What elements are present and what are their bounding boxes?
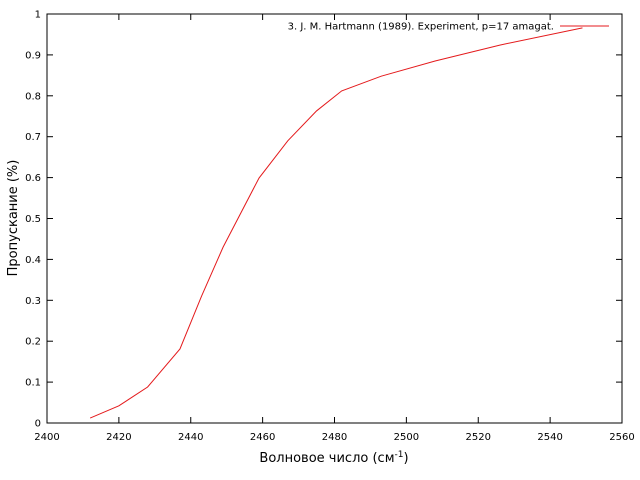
x-tick-label: 2500: [394, 432, 419, 443]
x-tick-label: 2480: [322, 432, 347, 443]
y-tick-label: 0.8: [25, 91, 41, 102]
y-tick-label: 0.2: [25, 337, 41, 348]
x-label-sup: -1: [395, 450, 404, 460]
x-tick-label: 2520: [466, 432, 491, 443]
y-tick-label: 0.9: [25, 50, 41, 61]
x-axis-label: Волновое число (см-1): [259, 450, 408, 466]
y-tick-label: 1: [35, 10, 41, 21]
x-tick-label: 2560: [609, 432, 634, 443]
x-tick-label: 2460: [250, 432, 275, 443]
y-tick-label: 0.6: [25, 173, 41, 184]
x-label-end: ): [403, 451, 408, 466]
x-tick-label: 2440: [178, 432, 203, 443]
y-tick-label: 0.1: [25, 378, 41, 389]
plot-frame: [46, 13, 623, 424]
x-label-text: Волновое число (см: [259, 451, 394, 466]
x-tick-label: 2540: [537, 432, 562, 443]
x-tick-label: 2420: [106, 432, 131, 443]
y-tick-label: 0.5: [25, 214, 41, 225]
y-tick-label: 0.3: [25, 296, 41, 307]
y-tick-label: 0: [35, 419, 41, 430]
y-tick-label: 0.7: [25, 132, 41, 143]
y-tick-label: 0.4: [25, 255, 41, 266]
series-line: [89, 27, 583, 419]
legend-label: 3. J. M. Hartmann (1989). Experiment, p=…: [288, 22, 554, 33]
x-tick-label: 2400: [34, 432, 59, 443]
y-axis-label: Пропускание (%): [6, 160, 21, 277]
